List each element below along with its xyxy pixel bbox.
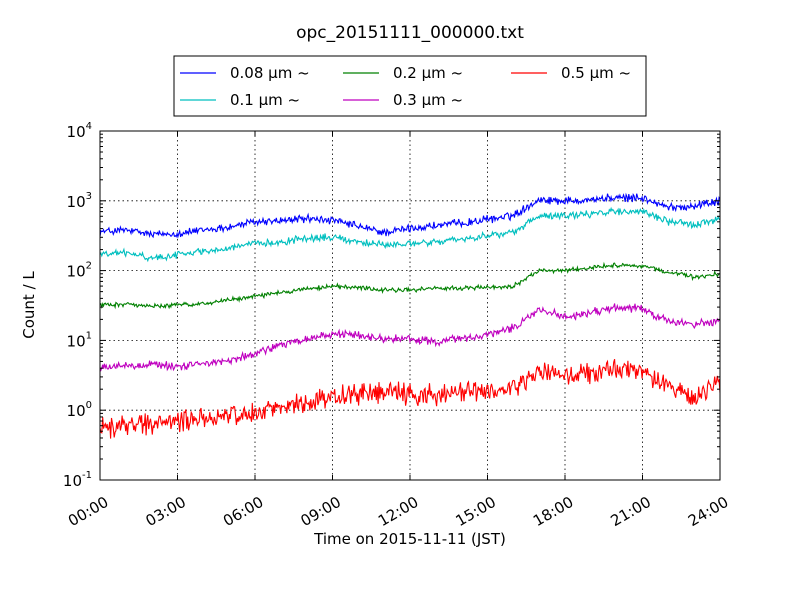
chart-title: opc_20151111_000000.txt bbox=[296, 23, 524, 43]
x-tick-label: 12:00 bbox=[375, 493, 421, 530]
series-line-1 bbox=[99, 206, 721, 263]
x-axis-label: Time on 2015-11-11 (JST) bbox=[313, 530, 506, 548]
x-tick-label: 00:00 bbox=[65, 493, 111, 530]
x-tick-label: 09:00 bbox=[298, 493, 344, 530]
y-tick-label: 102 bbox=[67, 261, 92, 281]
x-tick-label: 03:00 bbox=[143, 493, 189, 530]
series-line-0 bbox=[99, 192, 721, 239]
series-lines bbox=[99, 192, 721, 439]
series-line-3 bbox=[99, 303, 721, 372]
legend-label: 0.08 μm ~ bbox=[230, 64, 310, 82]
y-tick-label: 100 bbox=[67, 400, 92, 420]
x-tick-label: 18:00 bbox=[530, 493, 576, 530]
y-axis-label: Count / L bbox=[20, 271, 38, 339]
y-tick-label: 10-1 bbox=[63, 470, 92, 490]
legend-label: 0.1 μm ~ bbox=[230, 91, 300, 109]
series-line-4 bbox=[99, 359, 721, 439]
legend-label: 0.3 μm ~ bbox=[393, 91, 463, 109]
x-tick-label: 21:00 bbox=[608, 493, 654, 530]
y-tick-label: 103 bbox=[67, 191, 92, 211]
legend-label: 0.5 μm ~ bbox=[561, 64, 631, 82]
legend-box bbox=[173, 55, 647, 117]
y-axis-ticks: 10-1 100 101 102 103 104 bbox=[63, 121, 720, 490]
x-axis-ticks: 00:00 03:00 06:00 09:00 12:00 15:00 18:00 21:00… bbox=[65, 131, 732, 530]
x-tick-label: 15:00 bbox=[453, 493, 499, 530]
plot-frame bbox=[99, 130, 721, 481]
x-tick-label: 06:00 bbox=[220, 493, 266, 530]
series-line-2 bbox=[99, 261, 721, 310]
x-tick-label: 24:00 bbox=[685, 493, 731, 530]
y-tick-label: 101 bbox=[67, 330, 92, 350]
legend: 0.08 μm ~ 0.1 μm ~ 0.2 μm ~ 0.3 μm ~ 0.5 μm … bbox=[173, 55, 647, 117]
grid bbox=[100, 131, 720, 480]
legend-label: 0.2 μm ~ bbox=[393, 64, 463, 82]
y-tick-label: 104 bbox=[67, 121, 92, 141]
